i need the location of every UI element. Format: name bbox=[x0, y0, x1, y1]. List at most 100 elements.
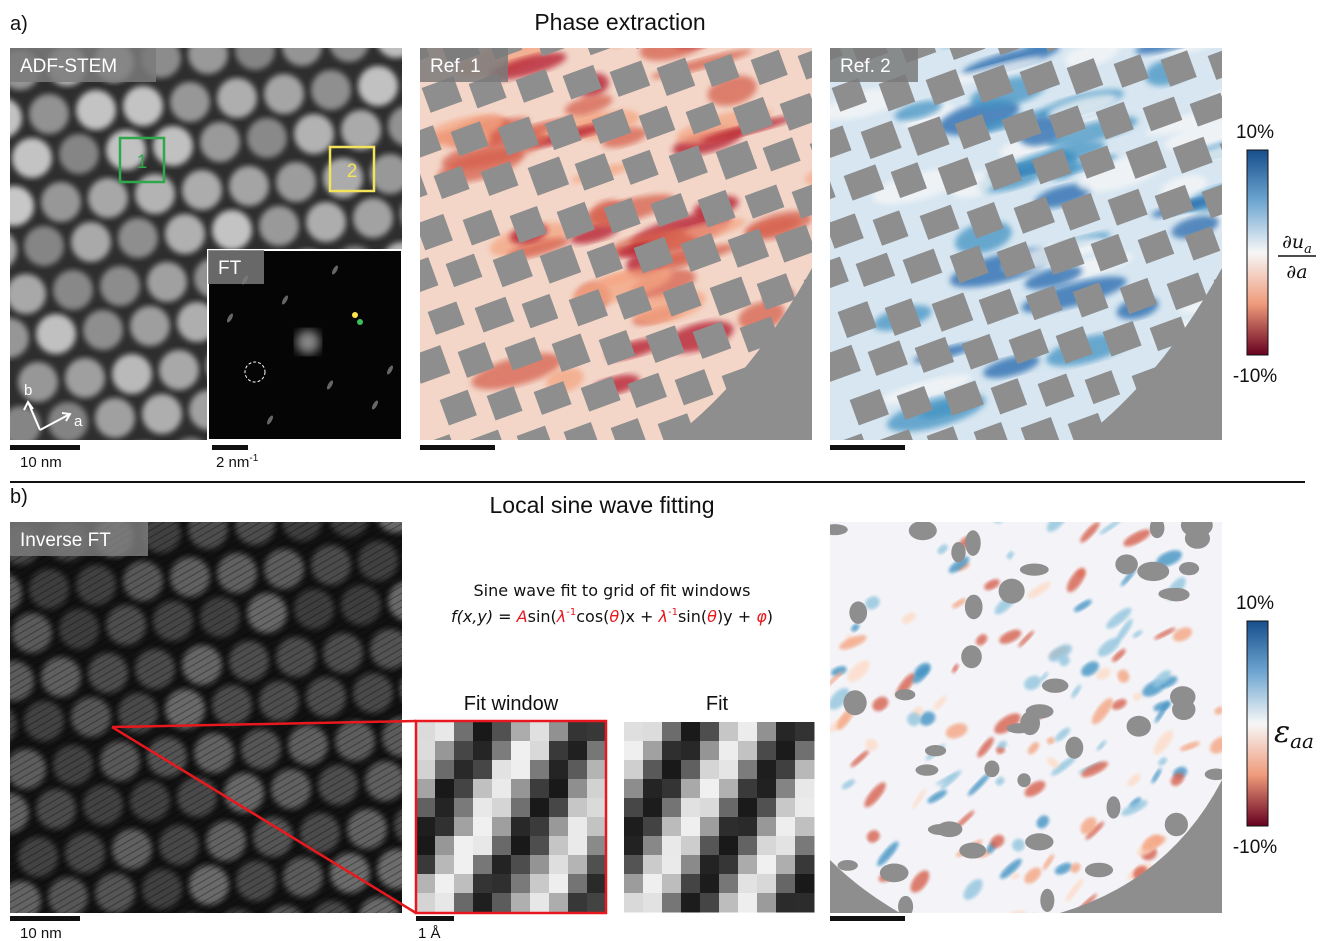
window-pixel bbox=[568, 779, 588, 799]
fit-pixel bbox=[643, 817, 663, 837]
masked bbox=[843, 690, 866, 715]
particle bbox=[329, 22, 369, 62]
formula-part: = bbox=[493, 607, 517, 626]
window-pixel bbox=[587, 798, 607, 818]
formula-part: λ bbox=[556, 607, 566, 626]
masked bbox=[1150, 518, 1165, 538]
window-pixel bbox=[435, 779, 455, 799]
colorbar-max: 10% bbox=[1236, 122, 1274, 143]
strain-patch bbox=[1121, 0, 1225, 20]
window-pixel bbox=[416, 798, 436, 818]
masked bbox=[838, 860, 858, 871]
window-pixel bbox=[492, 741, 512, 761]
fit-pixel bbox=[719, 741, 739, 761]
scale-bar bbox=[420, 445, 495, 450]
window-pixel bbox=[530, 817, 550, 837]
strain-patch bbox=[1279, 308, 1322, 332]
region-label: 1 bbox=[137, 152, 148, 173]
formula-part: -1 bbox=[566, 607, 576, 618]
fit-pixel bbox=[795, 760, 815, 780]
fit-pixel bbox=[719, 760, 739, 780]
masked bbox=[1007, 723, 1032, 733]
fit-pixel bbox=[662, 760, 682, 780]
window-pixel bbox=[568, 760, 588, 780]
particle bbox=[423, 489, 463, 529]
strain-patch bbox=[1226, 86, 1273, 116]
masked bbox=[1170, 686, 1195, 707]
window-pixel bbox=[549, 722, 569, 742]
fit-pixel bbox=[776, 893, 796, 913]
image-label: Ref. 2 bbox=[840, 56, 891, 77]
masked bbox=[1107, 796, 1121, 818]
fit-pixel bbox=[681, 760, 701, 780]
scale-label: 10 nm bbox=[20, 454, 62, 471]
window-pixel bbox=[511, 874, 531, 894]
particle bbox=[65, 358, 105, 398]
fit-pixel bbox=[681, 798, 701, 818]
particle bbox=[1, 406, 41, 446]
fit-pixel bbox=[719, 722, 739, 742]
fit-pixel bbox=[681, 817, 701, 837]
window-pixel bbox=[530, 798, 550, 818]
fit-pixel bbox=[757, 741, 777, 761]
window-pixel bbox=[530, 722, 550, 742]
window-pixel bbox=[454, 722, 474, 742]
window-pixel bbox=[473, 779, 493, 799]
particle bbox=[112, 354, 152, 394]
fit-pixel bbox=[738, 741, 758, 761]
scale-text: 2 nm bbox=[216, 454, 249, 471]
window-pixel bbox=[435, 893, 455, 913]
formula-part: f(x,y) bbox=[451, 607, 493, 626]
fit-pixel bbox=[757, 893, 777, 913]
fit-pixel bbox=[624, 836, 644, 856]
window-pixel bbox=[416, 817, 436, 837]
window-pixel bbox=[568, 836, 588, 856]
particle bbox=[253, 457, 293, 497]
particle bbox=[24, 226, 64, 266]
fit-pixel bbox=[776, 798, 796, 818]
formula-part: λ bbox=[658, 607, 668, 626]
fit-pixel bbox=[719, 817, 739, 837]
particle bbox=[282, 26, 322, 66]
fit-pixel bbox=[662, 798, 682, 818]
fit-pixel bbox=[700, 722, 720, 742]
masked bbox=[1179, 2, 1216, 38]
masked bbox=[999, 579, 1025, 604]
strain-patch bbox=[740, 5, 812, 46]
formula-part: A bbox=[516, 607, 528, 626]
window-pixel bbox=[416, 836, 436, 856]
scale-label: 10 nm bbox=[20, 925, 62, 941]
particle bbox=[112, 469, 152, 509]
particle bbox=[6, 274, 46, 314]
window-pixel bbox=[568, 722, 588, 742]
particle bbox=[376, 18, 416, 58]
particle bbox=[0, 617, 5, 657]
formula-part: sin( bbox=[528, 607, 557, 626]
particle bbox=[276, 162, 316, 202]
particle bbox=[41, 182, 81, 222]
fit-pixel bbox=[681, 779, 701, 799]
fit-pixel bbox=[643, 798, 663, 818]
window-pixel bbox=[511, 893, 531, 913]
fit-pixel bbox=[795, 836, 815, 856]
panel-label: b) bbox=[10, 486, 28, 508]
window-pixel bbox=[549, 798, 569, 818]
scale-bar bbox=[10, 445, 80, 450]
window-pixel bbox=[549, 779, 569, 799]
strain-patch bbox=[994, 491, 1011, 508]
window-pixel bbox=[473, 722, 493, 742]
formula-part: ) bbox=[767, 607, 773, 626]
masked bbox=[1085, 9, 1122, 42]
particle bbox=[170, 82, 210, 122]
particle bbox=[200, 122, 240, 162]
particle bbox=[153, 126, 193, 166]
particle bbox=[159, 465, 199, 505]
particle bbox=[300, 0, 340, 18]
fit-pixel bbox=[757, 874, 777, 894]
masked bbox=[1132, 6, 1168, 41]
masked bbox=[1291, 304, 1322, 338]
window-pixel bbox=[473, 874, 493, 894]
caption: Sine wave fit to grid of fit windows bbox=[474, 581, 751, 600]
window-pixel bbox=[473, 760, 493, 780]
masked bbox=[898, 896, 913, 918]
